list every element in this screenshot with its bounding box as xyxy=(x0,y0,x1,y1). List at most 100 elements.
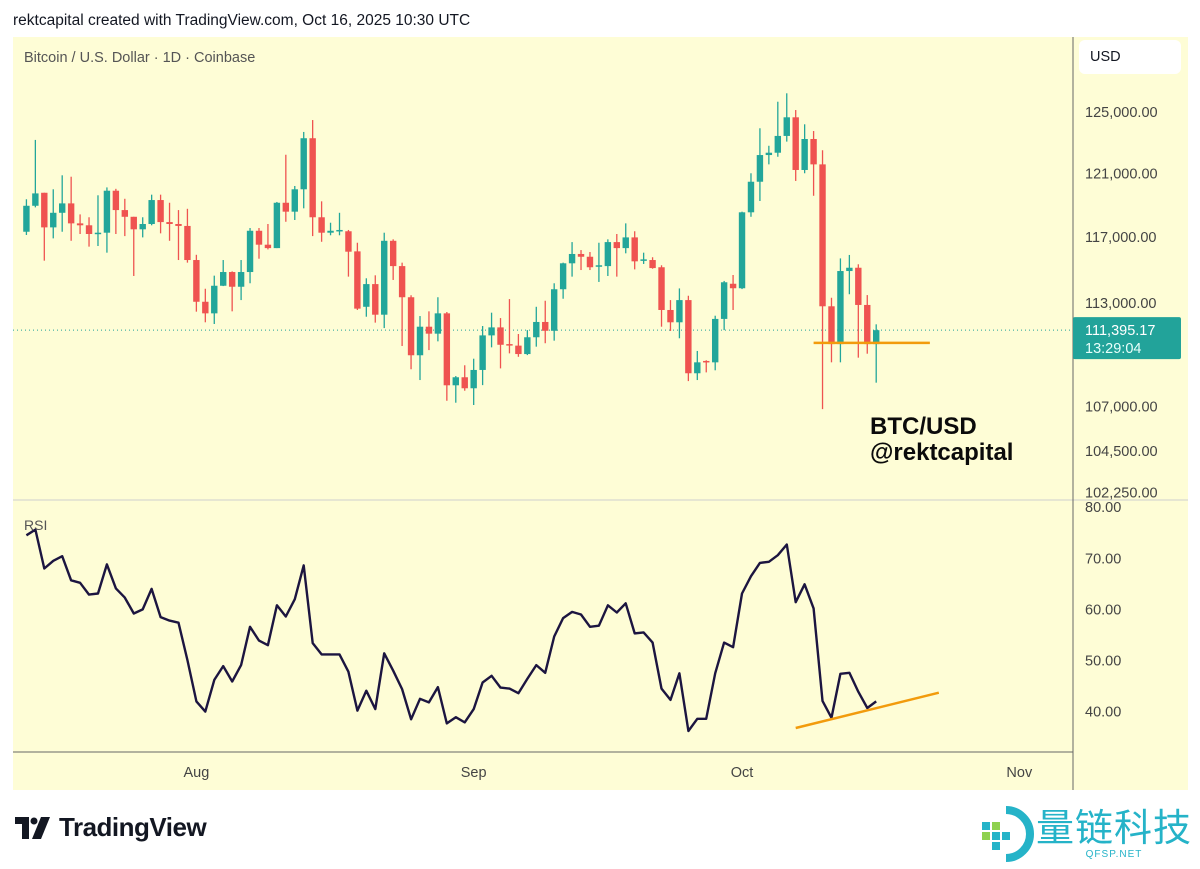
candle-down xyxy=(497,318,504,369)
partner-logo-icon xyxy=(982,806,1034,862)
candle-body xyxy=(515,345,522,355)
candle-body xyxy=(819,164,826,307)
candle-body xyxy=(738,212,746,289)
candle-up xyxy=(416,316,424,381)
partner-logo: 量链科技 QFSP.NET xyxy=(978,806,1192,862)
candle-up xyxy=(211,275,218,324)
candle-down xyxy=(649,257,656,269)
candle-down xyxy=(112,188,120,234)
candle-body xyxy=(434,313,442,334)
candle-body xyxy=(649,260,656,269)
candle-up xyxy=(58,175,66,232)
candle-body xyxy=(407,297,415,356)
candle-up xyxy=(568,242,576,277)
candle-body xyxy=(184,225,191,261)
candle-down xyxy=(255,228,263,259)
candle-up xyxy=(434,297,442,342)
price-tick-label: 107,000.00 xyxy=(1085,399,1158,415)
candle-body xyxy=(720,282,728,319)
price-pane xyxy=(13,93,1073,410)
price-tick-label: 113,000.00 xyxy=(1085,296,1157,312)
candle-down xyxy=(318,201,325,242)
candle-body xyxy=(85,225,93,234)
candle-up xyxy=(139,217,146,238)
candle-body xyxy=(443,313,451,386)
candle-body xyxy=(559,263,567,290)
candle-body xyxy=(577,253,585,257)
candle-body xyxy=(345,231,352,252)
candle-up xyxy=(220,260,227,287)
candle-down xyxy=(202,288,209,323)
candle-body xyxy=(810,138,817,165)
price-tick-label: 117,000.00 xyxy=(1085,230,1157,246)
candle-down xyxy=(586,252,594,271)
candle-body xyxy=(595,265,603,267)
tradingview-logo-text: TradingView xyxy=(59,812,207,842)
candle-body xyxy=(703,360,710,363)
candle-body xyxy=(524,337,531,355)
candle-up xyxy=(470,358,477,405)
candle-body xyxy=(479,335,486,370)
candle-up xyxy=(533,306,540,347)
candle-up xyxy=(846,254,853,295)
rsi-tick-label: 40.00 xyxy=(1085,705,1121,721)
candle-body xyxy=(121,210,129,217)
candle-body xyxy=(193,260,200,302)
last-price-value: 111,395.17 xyxy=(1085,323,1155,339)
tradingview-logo[interactable]: TradingView xyxy=(15,812,207,843)
watermark-pair: BTC/USD xyxy=(870,413,977,440)
candle-up xyxy=(676,288,683,339)
candle-down xyxy=(345,229,352,277)
candle-down xyxy=(85,217,93,247)
last-price-badge xyxy=(1073,317,1181,360)
currency-button[interactable]: USD xyxy=(1079,40,1181,74)
candle-body xyxy=(425,326,433,334)
candle-body xyxy=(631,237,638,262)
candle-body xyxy=(273,202,281,249)
candle-body xyxy=(452,377,459,386)
candle-down xyxy=(398,262,406,346)
candle-down xyxy=(67,176,75,241)
candle-body xyxy=(139,224,146,230)
candle-body xyxy=(363,284,370,307)
candle-up xyxy=(765,145,773,165)
candle-down xyxy=(703,360,710,373)
rsi-label: RSI xyxy=(24,517,48,533)
candle-body xyxy=(873,330,880,345)
candle-body xyxy=(694,362,701,374)
time-tick-label: Nov xyxy=(1006,765,1033,781)
rsi-trendline xyxy=(795,691,940,730)
candle-down xyxy=(515,334,522,357)
candle-body xyxy=(667,309,674,323)
candle-up xyxy=(94,195,102,246)
candle-down xyxy=(542,300,549,344)
candle-up xyxy=(756,128,764,202)
candle-down xyxy=(810,131,817,196)
rsi-pane xyxy=(25,528,940,733)
candle-body xyxy=(729,283,737,289)
candle-down xyxy=(264,224,272,250)
candle-up xyxy=(246,228,254,284)
candle-body xyxy=(32,193,39,206)
candle-body xyxy=(586,256,594,268)
candle-up xyxy=(640,252,647,264)
candle-down xyxy=(864,295,871,354)
candle-up xyxy=(524,330,531,356)
candle-body xyxy=(792,117,799,170)
candle-body xyxy=(640,259,647,261)
candle-down xyxy=(130,216,137,276)
candle-body xyxy=(318,217,325,233)
candle-body xyxy=(246,230,254,273)
candle-body xyxy=(855,267,862,305)
candle-down xyxy=(193,254,200,312)
candle-up xyxy=(783,93,790,142)
candle-body xyxy=(112,190,120,211)
candle-body xyxy=(756,155,764,182)
price-tick-label: 104,500.00 xyxy=(1085,444,1158,460)
candle-down xyxy=(685,295,692,382)
candle-down xyxy=(828,297,835,363)
candle-body xyxy=(604,242,612,267)
candle-body xyxy=(228,272,236,287)
candle-body xyxy=(747,181,755,213)
